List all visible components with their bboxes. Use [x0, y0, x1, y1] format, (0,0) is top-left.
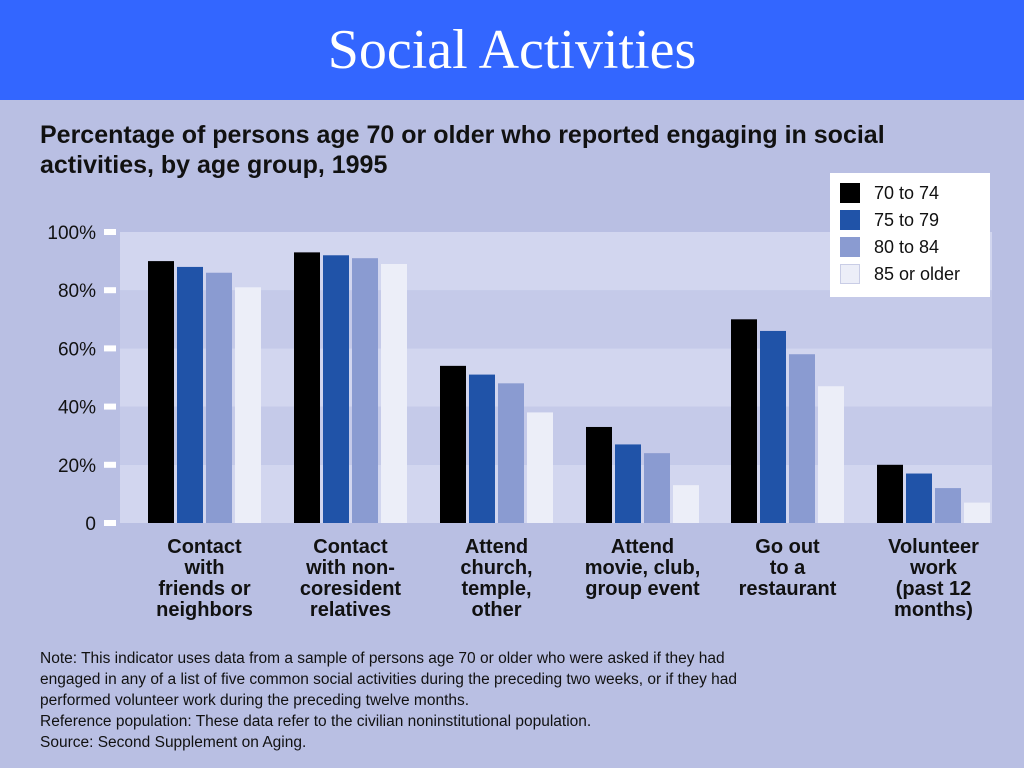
x-category-label-line: Attend [464, 536, 529, 558]
legend-swatch [840, 210, 860, 230]
x-category-label-line: to a [769, 557, 806, 579]
bar [177, 266, 203, 523]
x-category-label-line: months) [894, 599, 973, 621]
y-tick-mark [104, 229, 116, 235]
bar [586, 426, 612, 523]
x-category-label-line: friends or [158, 578, 251, 600]
x-category-label: Volunteer work (past 12 months) [859, 537, 1009, 621]
bar [498, 383, 524, 523]
x-category-label-line: group event [585, 578, 700, 600]
title-bar: Social Activities [0, 0, 1024, 100]
y-tick-mark [104, 461, 116, 468]
footnote-line: Source: Second Supplement on Aging. [40, 734, 307, 751]
bar [673, 485, 699, 523]
y-tick-label: 80% [58, 281, 96, 302]
x-category-label-line: relatives [309, 599, 392, 621]
legend-label: 75 to 79 [874, 210, 940, 230]
y-tick-label: 100% [47, 223, 96, 244]
bar [148, 261, 174, 523]
x-category-label-line: with non- [306, 557, 395, 579]
slide-title: Social Activities [327, 19, 697, 81]
bar [440, 365, 466, 523]
x-category-label: Attend church, temple, other [422, 537, 572, 621]
footnote-line: engaged in any of a list of five common … [40, 671, 738, 688]
bar [935, 488, 961, 523]
legend-label: 85 or older [874, 264, 961, 284]
x-category-label: Contact with non-coresident relatives [276, 537, 426, 621]
bar [294, 252, 320, 523]
x-category-label-line: Go out [755, 536, 820, 558]
bar [877, 464, 903, 523]
bar [760, 330, 786, 523]
grid-band [120, 348, 992, 407]
legend-swatch [840, 237, 860, 257]
bar [964, 502, 990, 523]
y-tick-mark [104, 287, 116, 294]
y-tick-label: 0 [85, 514, 96, 535]
bar [381, 264, 407, 523]
x-category-label-line: other [471, 599, 522, 621]
x-category-label: Contact with friends or neighbors [130, 537, 280, 621]
legend: 70 to 74 75 to 79 80 to 84 85 or older [830, 173, 990, 297]
footnote-line: Note: This indicator uses data from a sa… [40, 650, 725, 667]
footnote-line: performed volunteer work during the prec… [40, 692, 470, 709]
x-category-label-line: temple, [461, 578, 532, 600]
grid-band [120, 464, 992, 523]
y-tick-mark [104, 345, 116, 352]
bar [323, 255, 349, 523]
x-category-label-line: Volunteer [888, 536, 979, 558]
grid-band [120, 290, 992, 349]
bar [789, 354, 815, 523]
x-category-label-line: Contact [313, 536, 388, 558]
bar [527, 412, 553, 523]
y-tick-mark [104, 403, 116, 410]
bar [644, 453, 670, 523]
x-category-label-line: Attend [610, 536, 675, 558]
legend-label: 80 to 84 [874, 237, 940, 257]
bar [731, 319, 757, 523]
bar [206, 272, 232, 523]
y-tick-label: 60% [58, 339, 96, 360]
footnote: Note: This indicator uses data from a sa… [40, 648, 1000, 753]
footnote-line: Reference population: These data refer t… [40, 713, 592, 730]
x-category-label: Go out to a restaurant [713, 537, 863, 600]
y-tick-label: 40% [58, 398, 96, 419]
x-category-label-line: restaurant [738, 578, 837, 600]
bar [906, 473, 932, 523]
x-category-label-line: neighbors [156, 599, 253, 621]
x-category-label-line: coresident [299, 578, 402, 600]
x-category-label-line: Contact [167, 536, 242, 558]
bar [818, 386, 844, 523]
x-category-label-line: movie, club, [584, 557, 701, 579]
legend-swatch [840, 183, 860, 203]
x-category-label-line: with [184, 557, 225, 579]
bar [235, 287, 261, 523]
y-tick-label: 20% [58, 456, 96, 477]
chart-title: Percentage of persons age 70 or older wh… [40, 121, 885, 179]
legend-swatch [840, 264, 860, 284]
x-category-label-line: church, [460, 557, 533, 579]
legend-label: 70 to 74 [874, 183, 940, 203]
y-tick-mark [104, 520, 116, 526]
bar [615, 444, 641, 523]
x-category-label-line: work [910, 557, 957, 579]
x-category-label: Attend movie, club, group event [568, 537, 718, 600]
grid-band [120, 406, 992, 465]
x-category-label-line: (past 12 [895, 578, 972, 600]
bar [352, 258, 378, 523]
bar [469, 374, 495, 523]
